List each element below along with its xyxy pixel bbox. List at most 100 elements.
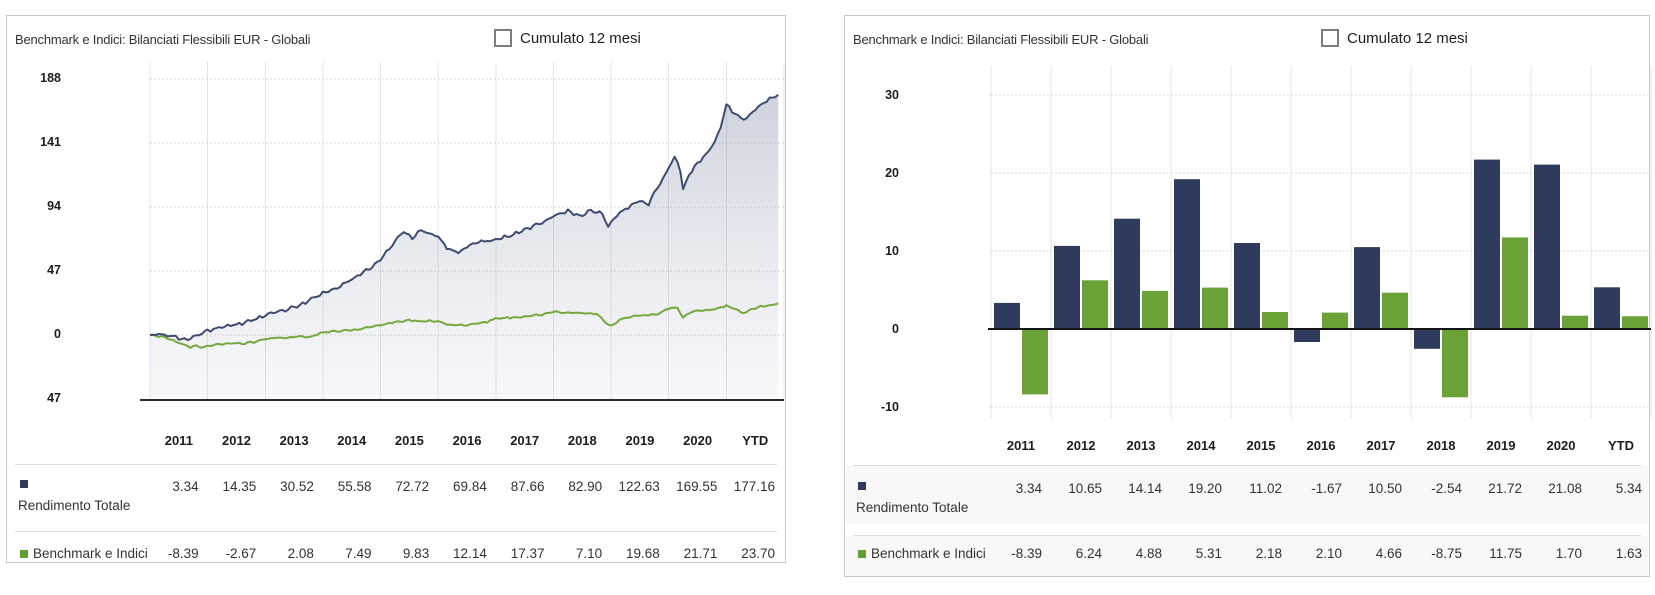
rendimento-totale-area bbox=[150, 94, 779, 400]
x-axis-label: 2013 bbox=[279, 433, 309, 448]
x-axis-label: 2019 bbox=[625, 433, 655, 448]
cumulato-12-mesi-checkbox[interactable]: Cumulato 12 mesi bbox=[1321, 29, 1468, 47]
table-value-cell: 169.55 bbox=[676, 479, 718, 494]
table-value-cell: 122.63 bbox=[618, 479, 660, 494]
benchmark-label: Benchmark e Indici bbox=[33, 546, 148, 561]
table-value-cell: -8.39 bbox=[167, 546, 199, 561]
separator bbox=[15, 531, 777, 532]
bar-benchmark-2017 bbox=[1382, 292, 1408, 329]
table-row-background bbox=[846, 536, 1648, 576]
checkbox-icon[interactable] bbox=[494, 29, 512, 47]
x-axis-label: 2011 bbox=[164, 433, 193, 448]
y-axis-label: 188 bbox=[40, 71, 61, 85]
bar-benchmark-2012 bbox=[1082, 280, 1108, 329]
table-value-cell: 82.90 bbox=[568, 479, 603, 494]
table-value-cell: 5.34 bbox=[1615, 481, 1642, 496]
table-value-cell: 72.72 bbox=[395, 479, 430, 494]
table-value-cell: 11.02 bbox=[1249, 481, 1282, 496]
table-value-cell: 177.16 bbox=[733, 479, 776, 494]
x-axis-label: 2020 bbox=[683, 433, 713, 448]
benchmark-legend-marker bbox=[20, 550, 28, 558]
x-axis-label: 2020 bbox=[1546, 438, 1576, 453]
table-value-cell: -1.67 bbox=[1311, 481, 1342, 496]
table-value-cell: 12.14 bbox=[453, 546, 487, 561]
table-value-cell: 3.34 bbox=[1015, 481, 1042, 496]
table-value-cell: 1.63 bbox=[1615, 546, 1642, 561]
bar-rendimento-2012 bbox=[1054, 245, 1080, 329]
table-value-cell: 14.14 bbox=[1128, 481, 1162, 496]
bar-rendimento-2017 bbox=[1354, 247, 1380, 329]
rendimento-totale-label: Rendimento Totale bbox=[18, 498, 131, 513]
checkbox-icon[interactable] bbox=[1321, 29, 1339, 47]
table-value-cell: 5.31 bbox=[1195, 546, 1222, 561]
benchmark-label: Benchmark e Indici bbox=[871, 546, 986, 561]
bar-rendimento-2020 bbox=[1534, 164, 1560, 329]
table-value-cell: 21.08 bbox=[1548, 481, 1582, 496]
table-value-cell: -2.67 bbox=[225, 546, 257, 561]
bar-benchmark-2014 bbox=[1202, 287, 1228, 329]
rendimento-totale-label: Rendimento Totale bbox=[856, 500, 969, 515]
bar-rendimento-2016 bbox=[1294, 329, 1320, 342]
x-axis-label: 2011 bbox=[1006, 438, 1036, 453]
y-axis-label: 141 bbox=[40, 135, 61, 149]
rendimento-totale-legend-marker bbox=[20, 480, 28, 488]
rendimento-totale-values: 3.34 14.35 30.52 55.58 72.72 69.84 87.66 82.90 1… bbox=[150, 479, 784, 495]
y-axis-label: 0 bbox=[892, 322, 899, 336]
table-value-cell: 17.37 bbox=[510, 546, 545, 561]
benchmark-legend-marker bbox=[858, 550, 866, 558]
separator bbox=[853, 465, 1641, 466]
table-value-cell: 2.10 bbox=[1315, 546, 1342, 561]
x-axis-label: 2016 bbox=[452, 433, 482, 448]
annual-bar-chart-panel: Benchmark e Indici: Bilanciati Flessibil… bbox=[844, 15, 1652, 577]
table-value-cell: 6.24 bbox=[1075, 546, 1102, 561]
bar-rendimento-2019 bbox=[1474, 159, 1500, 329]
x-axis-label: 2014 bbox=[1186, 438, 1216, 453]
bar-rendimento-2015 bbox=[1234, 243, 1260, 329]
bar-benchmark-YTD bbox=[1622, 316, 1648, 329]
y-axis-label: 30 bbox=[885, 88, 899, 102]
bar-benchmark-2013 bbox=[1142, 290, 1168, 329]
table-value-cell: 21.72 bbox=[1488, 481, 1522, 496]
x-axis-label: 2016 bbox=[1306, 438, 1336, 453]
table-value-cell: 2.18 bbox=[1255, 546, 1282, 561]
x-axis-label: YTD bbox=[1608, 438, 1634, 453]
y-axis-label: -10 bbox=[880, 400, 899, 414]
bar-rendimento-2013 bbox=[1114, 218, 1140, 329]
table-value-cell: 69.84 bbox=[453, 479, 487, 494]
table-value-cell: 23.70 bbox=[741, 546, 776, 561]
rendimento-totale-values: 3.34 10.65 14.14 19.20 11.02 -1.67 10.50 -2.54 2… bbox=[991, 481, 1651, 497]
x-axis-labels: 2011 2012 2013 2014 2015 2016 2017 2018 2019 2020… bbox=[150, 433, 784, 449]
annual-bar-chart bbox=[988, 66, 1652, 418]
table-value-cell: 3.34 bbox=[172, 479, 199, 494]
table-value-cell: 21.71 bbox=[683, 546, 718, 561]
table-value-cell: 19.68 bbox=[625, 546, 660, 561]
table-value-cell: 4.88 bbox=[1135, 546, 1162, 561]
x-axis-label: 2018 bbox=[1426, 438, 1456, 453]
bar-rendimento-2014 bbox=[1174, 179, 1200, 329]
x-axis-label: 2019 bbox=[1486, 438, 1516, 453]
y-axis-label: 94 bbox=[47, 199, 61, 213]
benchmark-line bbox=[149, 302, 779, 349]
table-value-cell: 10.50 bbox=[1368, 481, 1402, 496]
bar-benchmark-2020 bbox=[1562, 315, 1588, 329]
table-value-cell: 4.66 bbox=[1375, 546, 1402, 561]
table-value-cell: 14.35 bbox=[222, 479, 257, 494]
cumulato-12-mesi-checkbox[interactable]: Cumulato 12 mesi bbox=[494, 29, 641, 47]
x-axis-label: 2015 bbox=[394, 433, 424, 448]
cumulative-line-chart bbox=[140, 62, 785, 402]
bar-rendimento-2018 bbox=[1414, 329, 1440, 349]
separator bbox=[15, 464, 777, 465]
table-value-cell: 19.20 bbox=[1188, 481, 1222, 496]
bar-rendimento-YTD bbox=[1594, 287, 1620, 329]
table-value-cell: 10.65 bbox=[1068, 481, 1102, 496]
x-axis-label: 2012 bbox=[222, 433, 251, 448]
y-axis-label: 47 bbox=[47, 263, 61, 277]
x-axis-label: 2017 bbox=[510, 433, 540, 448]
y-axis-label: 47 bbox=[47, 391, 61, 405]
bar-rendimento-2011 bbox=[994, 302, 1020, 329]
y-axis-label: 10 bbox=[885, 244, 899, 258]
bar-benchmark-2019 bbox=[1502, 237, 1528, 329]
table-value-cell: 2.08 bbox=[287, 546, 314, 561]
table-value-cell: -8.75 bbox=[1431, 546, 1462, 561]
